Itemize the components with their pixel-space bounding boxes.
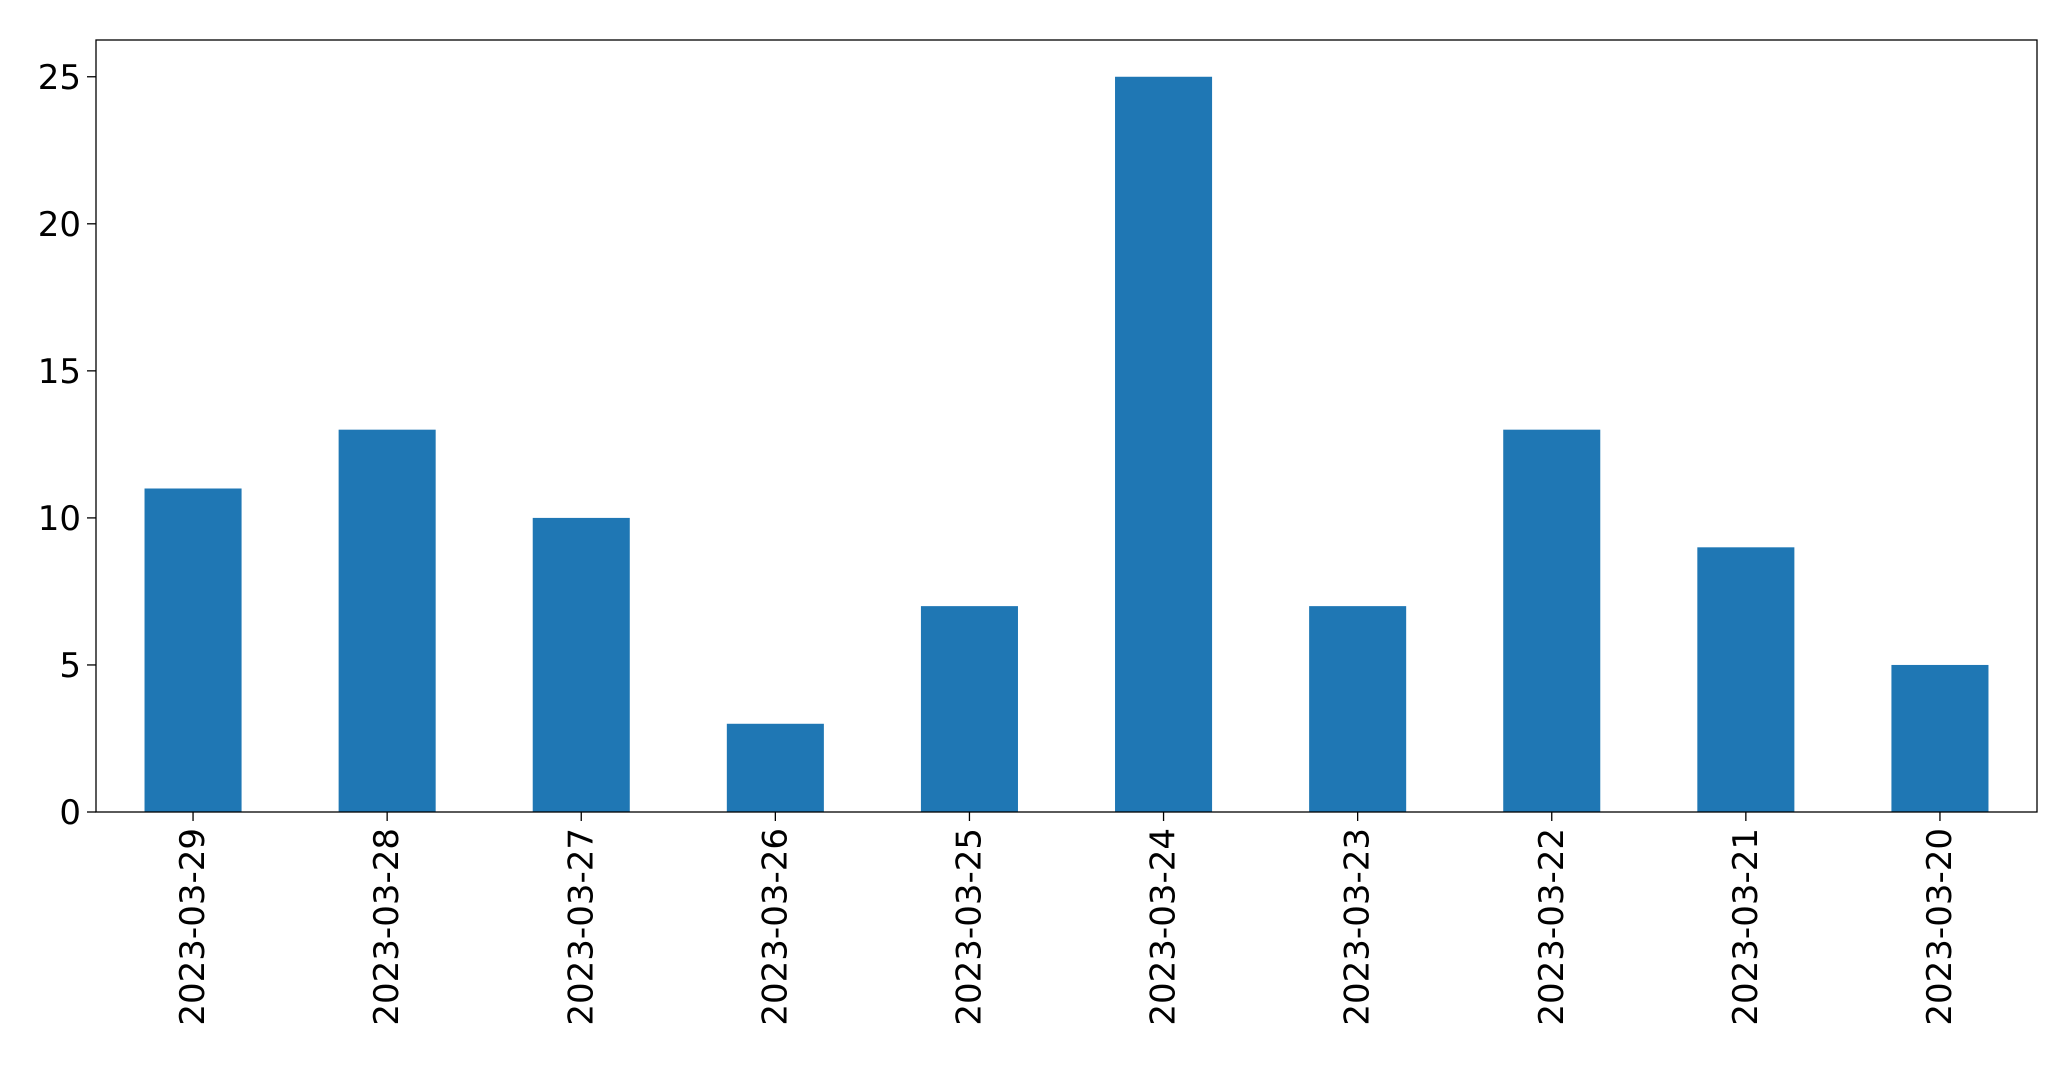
x-tick-label: 2023-03-22 [1532, 828, 1572, 1026]
x-tick-label: 2023-03-20 [1920, 828, 1960, 1026]
y-tick-label: 0 [59, 793, 81, 833]
bar-2023-03-25 [920, 606, 1018, 812]
y-tick-label: 5 [59, 646, 81, 686]
y-tick-label: 15 [38, 352, 81, 392]
x-tick-label: 2023-03-26 [755, 828, 795, 1026]
bar-2023-03-21 [1697, 547, 1795, 812]
y-tick-label: 25 [38, 58, 81, 98]
x-tick-label: 2023-03-25 [949, 828, 989, 1026]
y-axis: 0 5 10 15 20 25 [38, 58, 96, 833]
bar-2023-03-26 [726, 723, 824, 812]
x-tick-label: 2023-03-28 [367, 828, 407, 1026]
plot-frame [95, 39, 2038, 813]
bars-group [144, 76, 1989, 812]
x-tick-label: 2023-03-29 [173, 828, 213, 1026]
x-tick-label: 2023-03-21 [1726, 828, 1766, 1026]
x-axis: 2023-03-29 2023-03-28 2023-03-27 2023-03-26… [173, 812, 1960, 1026]
bar-2023-03-23 [1309, 606, 1407, 812]
x-tick-label: 2023-03-24 [1144, 828, 1184, 1026]
bar-2023-03-28 [338, 429, 436, 812]
y-tick-label: 20 [38, 205, 81, 245]
x-tick-label: 2023-03-27 [561, 828, 601, 1026]
bar-2023-03-22 [1503, 429, 1601, 812]
y-tick-label: 10 [38, 499, 81, 539]
bar-2023-03-24 [1115, 76, 1213, 812]
bar-2023-03-27 [532, 517, 630, 812]
bar-2023-03-20 [1891, 664, 1989, 812]
x-tick-label: 2023-03-23 [1338, 828, 1378, 1026]
bar-2023-03-29 [144, 488, 242, 812]
